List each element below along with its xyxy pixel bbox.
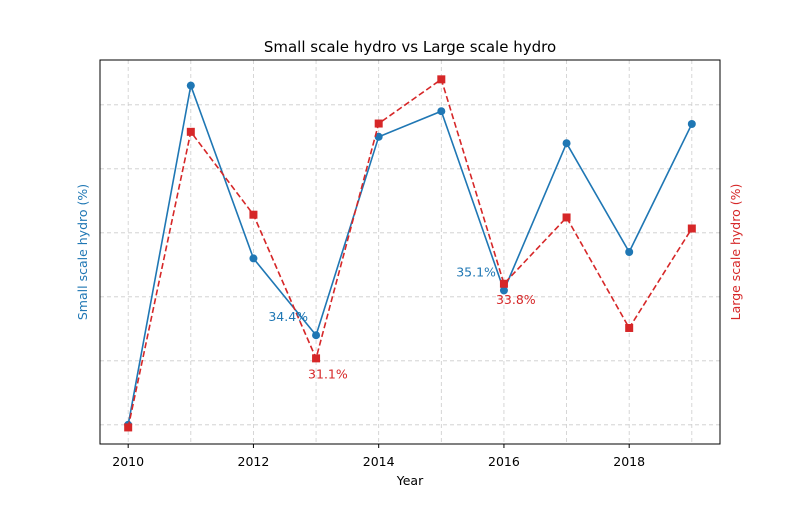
y-axis-left-label: Small scale hydro (%): [75, 184, 90, 320]
data-point: [437, 75, 446, 84]
series-large-scale-hydro: [124, 75, 696, 432]
x-axis: 2010 2012 2014 2016 2018: [112, 444, 645, 469]
series-small-scale-hydro: [124, 81, 696, 429]
data-label: 31.1%: [308, 366, 348, 381]
series-line: [127, 78, 693, 428]
data-label: 35.1%: [456, 264, 496, 279]
data-point: [249, 254, 258, 263]
data-point: [374, 132, 383, 141]
data-point: [499, 279, 508, 288]
data-point: [687, 120, 696, 128]
series-line: [127, 82, 693, 425]
y-axis-right-label: Large scale hydro (%): [728, 184, 743, 321]
data-label: 34.4%: [268, 309, 308, 324]
data-point: [625, 323, 634, 332]
data-point: [499, 286, 508, 295]
data-point: [374, 119, 383, 128]
data-point: [562, 139, 571, 148]
data-point: [437, 107, 446, 116]
data-point: [687, 224, 696, 233]
data-point: [186, 127, 195, 136]
x-axis-label: Year: [396, 473, 424, 488]
data-point: [625, 248, 634, 256]
x-tick-label: 2010: [112, 454, 144, 469]
x-tick-label: 2012: [238, 454, 270, 469]
data-point: [312, 354, 321, 363]
data-point: [562, 213, 571, 222]
x-tick-label: 2014: [363, 454, 395, 469]
x-tick-label: 2016: [488, 454, 520, 469]
data-label: 33.8%: [496, 292, 536, 307]
x-tick-label: 2018: [613, 454, 645, 469]
series: [124, 75, 696, 432]
data-point: [186, 81, 195, 90]
data-point: [249, 210, 258, 219]
annotations: 34.4% 31.1% 35.1%33.8%: [268, 264, 535, 381]
data-point: [312, 331, 321, 340]
data-point: [124, 423, 133, 432]
chart-title: Small scale hydro vs Large scale hydro: [264, 38, 556, 56]
plot-frame: [99, 59, 721, 445]
